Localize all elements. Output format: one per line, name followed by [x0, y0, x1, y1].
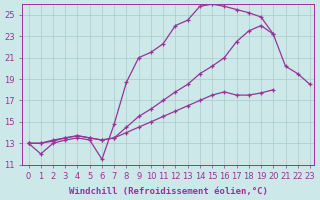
X-axis label: Windchill (Refroidissement éolien,°C): Windchill (Refroidissement éolien,°C) [68, 187, 268, 196]
